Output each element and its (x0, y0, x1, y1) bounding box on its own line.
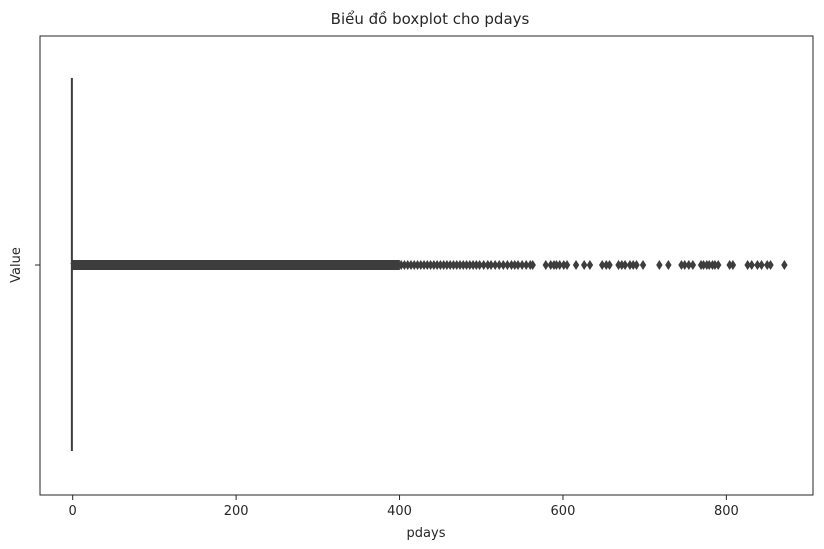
outlier-point (500, 260, 507, 270)
outlier-point (522, 260, 530, 270)
box-element (70, 78, 74, 451)
outlier-point (417, 260, 424, 270)
outlier-point (586, 260, 594, 270)
outlier-point (504, 260, 511, 270)
outlier-point (681, 260, 688, 270)
outlier-point (748, 260, 755, 270)
outlier-point (473, 260, 480, 270)
outlier-point (456, 260, 464, 270)
outliers (71, 260, 788, 270)
outlier-point (476, 260, 483, 270)
outlier-point (685, 260, 692, 270)
x-tick-label: 400 (387, 504, 412, 519)
outlier-point (603, 260, 610, 270)
outlier-point (491, 260, 499, 270)
outlier-point (689, 260, 697, 270)
outlier-point (453, 260, 460, 270)
outlier-point (556, 260, 563, 270)
outlier-point (466, 260, 474, 270)
outlier-point (767, 260, 774, 270)
outlier-point (606, 260, 613, 270)
y-axis-label: Value (9, 247, 24, 283)
outlier-point (401, 260, 408, 270)
outlier-point (433, 260, 441, 270)
outlier-point (427, 260, 434, 270)
outlier-point (529, 260, 536, 270)
outlier-point (553, 260, 560, 270)
outlier-point (639, 260, 647, 270)
outlier-point (480, 260, 487, 270)
outlier-point (572, 260, 580, 270)
outlier-point (404, 260, 411, 270)
outlier-point (598, 260, 606, 270)
outlier-point (511, 260, 518, 270)
outlier-point (440, 260, 447, 270)
outlier-point (496, 260, 503, 270)
outlier-point (560, 260, 567, 270)
outlier-point (758, 260, 765, 270)
outlier-point (656, 260, 663, 270)
outlier-point (744, 260, 751, 270)
outlier-point (469, 260, 477, 270)
outlier-point (715, 260, 722, 270)
outlier-point (618, 260, 625, 270)
x-tick-label: 200 (224, 504, 249, 519)
outlier-point (621, 260, 629, 270)
outlier-point (420, 260, 428, 270)
outlier-point (547, 260, 554, 270)
outlier-point (700, 260, 707, 270)
outlier-point (446, 260, 454, 270)
outlier-point (443, 260, 451, 270)
x-tick-label: 0 (69, 504, 77, 519)
outlier-point (414, 260, 421, 270)
outlier-point (633, 260, 640, 270)
outlier-point (581, 260, 588, 270)
outlier-point (397, 260, 405, 270)
outlier-point (407, 260, 415, 270)
x-tick-label: 800 (714, 504, 739, 519)
outlier-point (630, 260, 637, 270)
x-tick-label: 600 (551, 504, 576, 519)
outlier-point (424, 260, 431, 270)
outlier-point (678, 260, 685, 270)
outlier-point (706, 260, 713, 270)
outlier-point (484, 260, 491, 270)
outlier-point (563, 260, 571, 270)
outlier-point (508, 260, 515, 270)
outlier-point (764, 260, 771, 270)
x-axis-label: pdays (407, 526, 446, 541)
outlier-point (450, 260, 457, 270)
outlier-point (518, 260, 526, 270)
chart-title: Biểu đồ boxplot cho pdays (331, 10, 530, 28)
box-median (70, 262, 74, 268)
outlier-band (71, 260, 400, 270)
outlier-point (487, 260, 495, 270)
outlier-point (729, 260, 737, 270)
outlier-point (626, 260, 634, 270)
outlier-point (665, 260, 672, 270)
outlier-point (514, 260, 522, 270)
outlier-point (411, 260, 418, 270)
outlier-point (726, 260, 733, 270)
outlier-point (542, 260, 550, 270)
x-axis: 0 200 400 600 800 (69, 495, 739, 519)
outlier-point (437, 260, 444, 270)
outlier-point (460, 260, 467, 270)
outlier-point (754, 260, 761, 270)
outlier-point (430, 260, 438, 270)
outlier-point (711, 260, 719, 270)
outlier-point (781, 260, 788, 270)
outlier-point (615, 260, 622, 270)
outlier-point (463, 260, 470, 270)
